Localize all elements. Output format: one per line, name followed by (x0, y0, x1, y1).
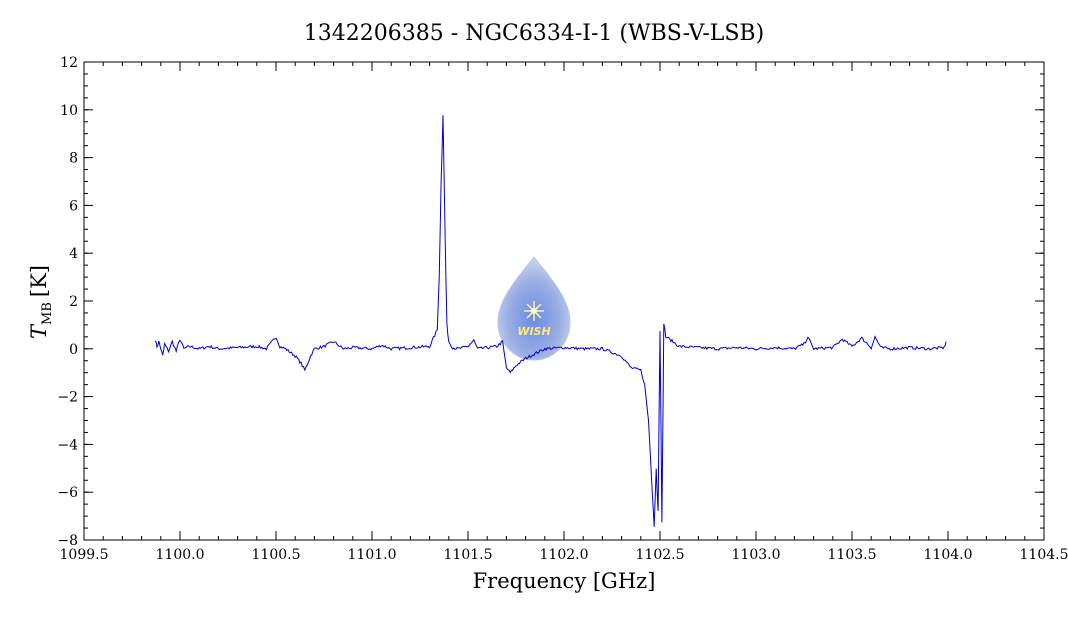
x-tick-label: 1101.0 (348, 547, 397, 563)
logo-star-core (531, 308, 537, 314)
y-tick-label: 6 (69, 198, 78, 214)
y-tick-label: 4 (69, 246, 78, 262)
logo-text: WISH (517, 325, 550, 338)
y-axis-label-main: T (27, 323, 51, 339)
x-tick-label: 1104.0 (924, 547, 973, 563)
y-axis-label-sub: MB (40, 302, 55, 325)
x-tick-label: 1099.5 (60, 547, 109, 563)
axis-tick-labels: 1099.5 1100.0 1100.5 1101.0 1101.5 1102.0 1102… (57, 55, 1068, 563)
x-tick-label: 1103.0 (732, 547, 781, 563)
x-tick-label: 1104.5 (1020, 547, 1068, 563)
wish-logo: WISH (497, 256, 571, 361)
svg-text:TMB[K]: TMB [K] (27, 265, 55, 339)
x-tick-label: 1103.5 (828, 547, 877, 563)
x-tick-label: 1101.5 (444, 547, 493, 563)
y-tick-label: −8 (57, 533, 78, 549)
x-tick-label: 1102.0 (540, 547, 589, 563)
y-axis-label: TMB [K] (27, 265, 55, 339)
y-tick-label: 0 (69, 342, 78, 358)
x-tick-label: 1102.5 (636, 547, 685, 563)
y-tick-label: 8 (69, 151, 78, 167)
y-tick-label: 10 (60, 103, 78, 119)
y-tick-label: 2 (69, 294, 78, 310)
y-tick-label: −4 (57, 437, 78, 453)
y-axis-label-unit: [K] (27, 265, 51, 297)
y-tick-label: −6 (57, 485, 78, 501)
x-axis-label: Frequency [GHz] (473, 569, 656, 593)
x-tick-label: 1100.0 (156, 547, 205, 563)
y-tick-label: 12 (60, 55, 78, 71)
x-tick-label: 1100.5 (252, 547, 301, 563)
spectrum-series-line (154, 115, 947, 527)
y-tick-label: −2 (57, 390, 78, 406)
axis-ticks (83, 61, 1045, 541)
chart-title: 1342206385 - NGC6334-I-1 (WBS-V-LSB) (304, 21, 764, 46)
